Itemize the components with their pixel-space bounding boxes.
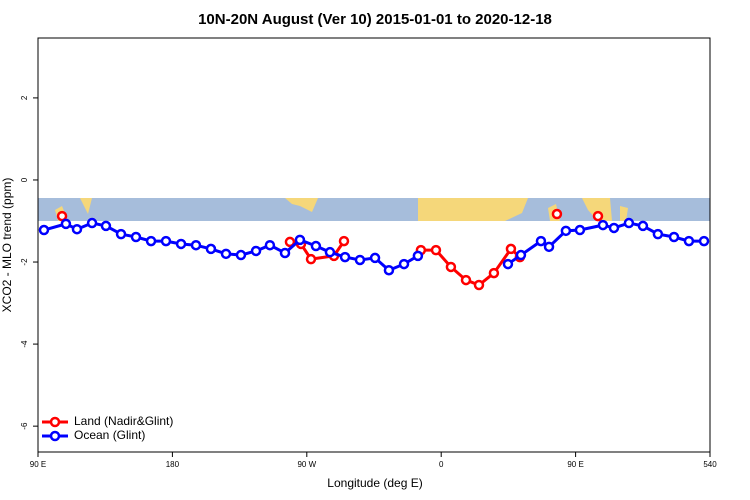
data-point bbox=[145, 235, 157, 247]
y-tick-label: 2 bbox=[20, 95, 29, 100]
data-point bbox=[115, 228, 127, 240]
chart-title: 10N-20N August (Ver 10) 2015-01-01 to 20… bbox=[198, 11, 552, 28]
y-tick-label: -4 bbox=[20, 340, 29, 348]
data-point bbox=[445, 261, 457, 273]
data-point bbox=[310, 240, 322, 252]
data-point bbox=[71, 223, 83, 235]
data-point bbox=[56, 210, 68, 222]
data-point bbox=[652, 228, 664, 240]
legend-label: Ocean (Glint) bbox=[74, 428, 145, 442]
data-point bbox=[488, 267, 500, 279]
data-point bbox=[264, 239, 276, 251]
data-point bbox=[354, 254, 366, 266]
data-point bbox=[338, 235, 350, 247]
data-point bbox=[460, 274, 472, 286]
x-tick-label: 0 bbox=[439, 460, 444, 469]
data-point bbox=[592, 210, 604, 222]
x-tick-label: 540 bbox=[703, 460, 717, 469]
data-point bbox=[502, 258, 514, 270]
data-point bbox=[220, 248, 232, 260]
plot-frame bbox=[37, 37, 711, 453]
data-point bbox=[369, 252, 381, 264]
data-point bbox=[597, 219, 609, 231]
data-point bbox=[608, 222, 620, 234]
y-tick-label: 0 bbox=[20, 177, 29, 182]
data-point bbox=[574, 224, 586, 236]
data-point bbox=[473, 279, 485, 291]
data-point bbox=[130, 231, 142, 243]
data-point bbox=[430, 244, 442, 256]
data-point bbox=[250, 245, 262, 257]
legend-label: Land (Nadir&Glint) bbox=[74, 414, 173, 428]
data-point bbox=[100, 220, 112, 232]
data-point bbox=[668, 231, 680, 243]
legend-marker bbox=[49, 416, 61, 428]
data-point bbox=[543, 241, 555, 253]
data-point bbox=[637, 220, 649, 232]
data-point bbox=[284, 236, 296, 248]
data-point bbox=[235, 249, 247, 261]
data-point bbox=[551, 208, 563, 220]
data-point bbox=[86, 217, 98, 229]
data-point bbox=[412, 250, 424, 262]
data-point bbox=[190, 239, 202, 251]
data-point bbox=[683, 235, 695, 247]
data-point bbox=[698, 235, 710, 247]
x-tick-label: 90 W bbox=[297, 460, 316, 469]
data-point bbox=[294, 234, 306, 246]
data-point bbox=[279, 247, 291, 259]
data-point bbox=[623, 217, 635, 229]
data-point bbox=[383, 264, 395, 276]
data-point bbox=[339, 251, 351, 263]
y-axis-label: XCO2 - MLO trend (ppm) bbox=[0, 178, 14, 313]
x-tick-label: 90 E bbox=[30, 460, 46, 469]
y-tick-label: -6 bbox=[20, 422, 29, 430]
data-point bbox=[515, 249, 527, 261]
data-point bbox=[38, 224, 50, 236]
data-point bbox=[535, 235, 547, 247]
data-point bbox=[324, 246, 336, 258]
x-tick-label: 90 E bbox=[567, 460, 583, 469]
x-axis-label: Longitude (deg E) bbox=[327, 476, 422, 490]
data-point bbox=[205, 243, 217, 255]
y-tick-label: -2 bbox=[20, 258, 29, 266]
map-strip bbox=[38, 198, 710, 221]
legend-marker bbox=[49, 430, 61, 442]
data-point bbox=[560, 225, 572, 237]
series-line bbox=[43, 221, 705, 272]
x-tick-label: 180 bbox=[166, 460, 180, 469]
data-point bbox=[398, 258, 410, 270]
data-point bbox=[175, 238, 187, 250]
data-point bbox=[60, 218, 72, 230]
data-point bbox=[160, 235, 172, 247]
data-point bbox=[505, 243, 517, 255]
data-point bbox=[305, 253, 317, 265]
